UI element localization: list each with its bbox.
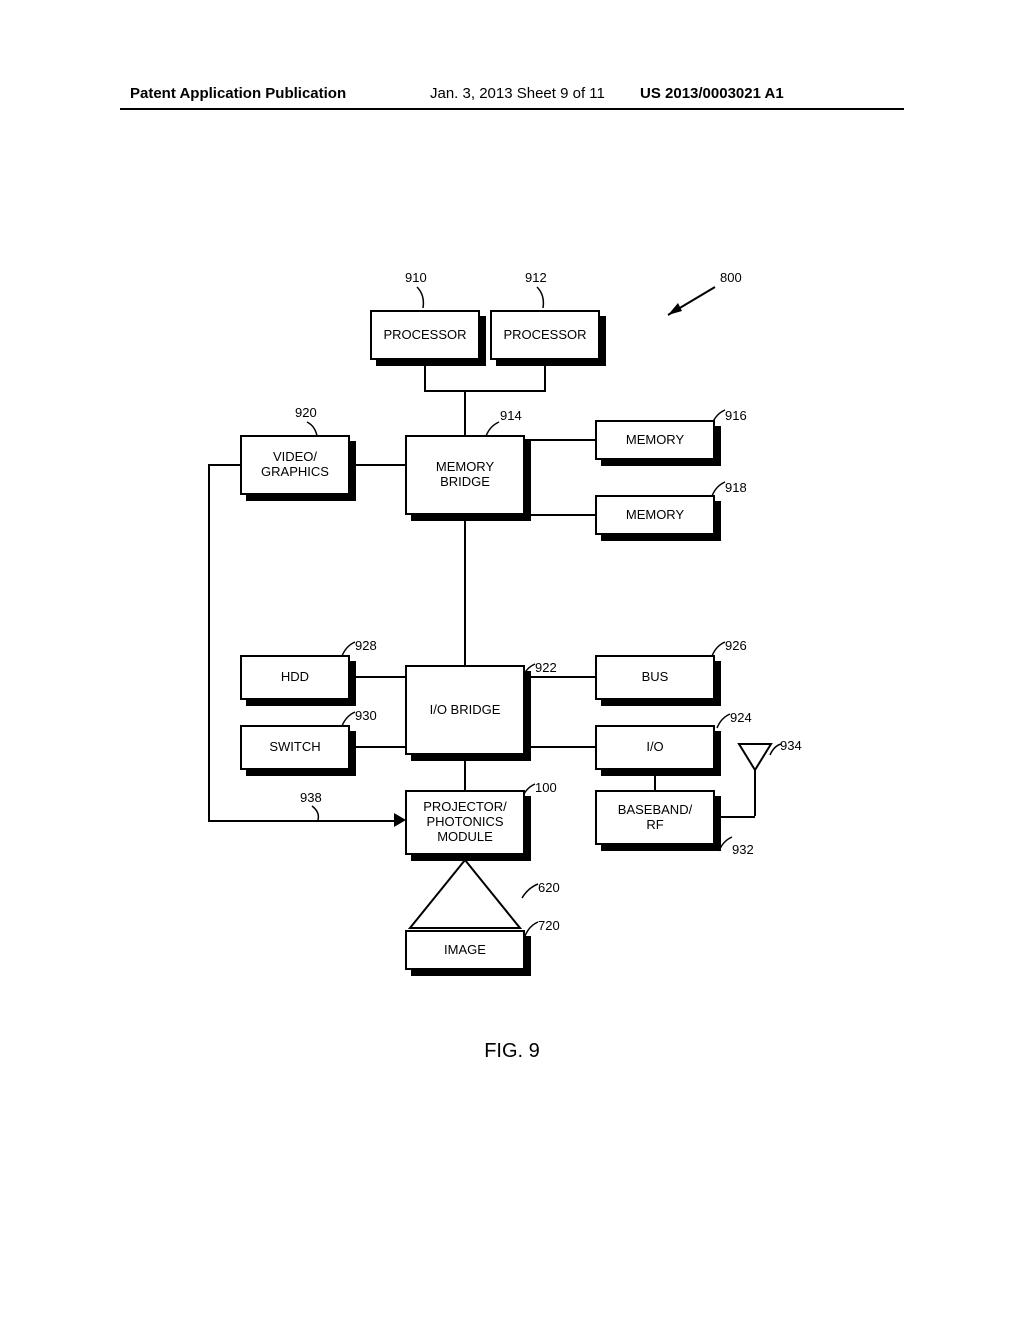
- arrowhead-icon: [394, 813, 410, 829]
- ref-100: 100: [535, 780, 557, 795]
- ref-914: 914: [500, 408, 522, 423]
- bus-box: BUS: [595, 655, 715, 700]
- ref-924: 924: [730, 710, 752, 725]
- wire: [208, 464, 210, 822]
- ref-620: 620: [538, 880, 560, 895]
- processor-1-box: PROCESSOR: [370, 310, 480, 360]
- ref-928: 928: [355, 638, 377, 653]
- header-left: Patent Application Publication: [130, 85, 346, 102]
- io-box: I/O: [595, 725, 715, 770]
- ref-720: 720: [538, 918, 560, 933]
- ref-922: 922: [535, 660, 557, 675]
- baseband-label: BASEBAND/ RF: [618, 803, 692, 833]
- wire: [208, 464, 240, 466]
- hdd-box: HDD: [240, 655, 350, 700]
- io-bridge-box: I/O BRIDGE: [405, 665, 525, 755]
- image-box: IMAGE: [405, 930, 525, 970]
- header-mid: Jan. 3, 2013 Sheet 9 of 11: [430, 85, 605, 102]
- wire: [715, 816, 755, 818]
- ref-918: 918: [725, 480, 747, 495]
- switch-label: SWITCH: [269, 740, 320, 755]
- wire: [654, 770, 656, 790]
- projection-cone: [405, 855, 525, 933]
- ref-932: 932: [732, 842, 754, 857]
- antenna-icon: [735, 740, 775, 820]
- wire: [525, 514, 595, 516]
- wire: [525, 676, 595, 678]
- video-graphics-box: VIDEO/ GRAPHICS: [240, 435, 350, 495]
- header-rule: [120, 108, 904, 110]
- ref-930: 930: [355, 708, 377, 723]
- memory-bridge-box: MEMORY BRIDGE: [405, 435, 525, 515]
- io-bridge-label: I/O BRIDGE: [430, 703, 501, 718]
- leader-620: [520, 882, 540, 900]
- memory-1-box: MEMORY: [595, 420, 715, 460]
- leader-938: [310, 804, 328, 822]
- bus-label: BUS: [642, 670, 669, 685]
- hdd-label: HDD: [281, 670, 309, 685]
- wire: [544, 360, 546, 390]
- wire: [464, 755, 466, 790]
- wire: [350, 746, 405, 748]
- leader-910: [415, 285, 435, 310]
- ref-912: 912: [525, 270, 547, 285]
- memory-bridge-label: MEMORY BRIDGE: [436, 460, 494, 490]
- ref-920: 920: [295, 405, 317, 420]
- processor-2-label: PROCESSOR: [503, 328, 586, 343]
- ref-926: 926: [725, 638, 747, 653]
- video-graphics-label: VIDEO/ GRAPHICS: [261, 450, 329, 480]
- projector-label: PROJECTOR/ PHOTONICS MODULE: [423, 800, 507, 845]
- switch-box: SWITCH: [240, 725, 350, 770]
- baseband-box: BASEBAND/ RF: [595, 790, 715, 845]
- wire: [424, 390, 546, 392]
- ref-938: 938: [300, 790, 322, 805]
- block-diagram: 800 910 912 PROCESSOR PROCESSOR 914 MEMO…: [180, 280, 880, 1080]
- figure-label: FIG. 9: [0, 1040, 1024, 1063]
- leader-932: [717, 835, 735, 853]
- processor-2-box: PROCESSOR: [490, 310, 600, 360]
- ref-916: 916: [725, 408, 747, 423]
- wire: [208, 820, 398, 822]
- wire: [525, 746, 595, 748]
- leader-912: [535, 285, 555, 310]
- ref-800: 800: [720, 270, 742, 285]
- leader-924: [715, 712, 733, 730]
- memory-1-label: MEMORY: [626, 433, 684, 448]
- page-header: Patent Application Publication Jan. 3, 2…: [0, 85, 1024, 115]
- wire: [350, 676, 405, 678]
- arrow-800: [660, 285, 720, 325]
- memory-2-label: MEMORY: [626, 508, 684, 523]
- memory-2-box: MEMORY: [595, 495, 715, 535]
- wire: [424, 360, 426, 390]
- ref-910: 910: [405, 270, 427, 285]
- wire: [350, 464, 405, 466]
- wire: [464, 390, 466, 435]
- header-right: US 2013/0003021 A1: [640, 85, 784, 102]
- image-label: IMAGE: [444, 943, 486, 958]
- wire: [464, 515, 466, 665]
- wire: [525, 439, 595, 441]
- io-label: I/O: [646, 740, 663, 755]
- projector-box: PROJECTOR/ PHOTONICS MODULE: [405, 790, 525, 855]
- processor-1-label: PROCESSOR: [383, 328, 466, 343]
- ref-934: 934: [780, 738, 802, 753]
